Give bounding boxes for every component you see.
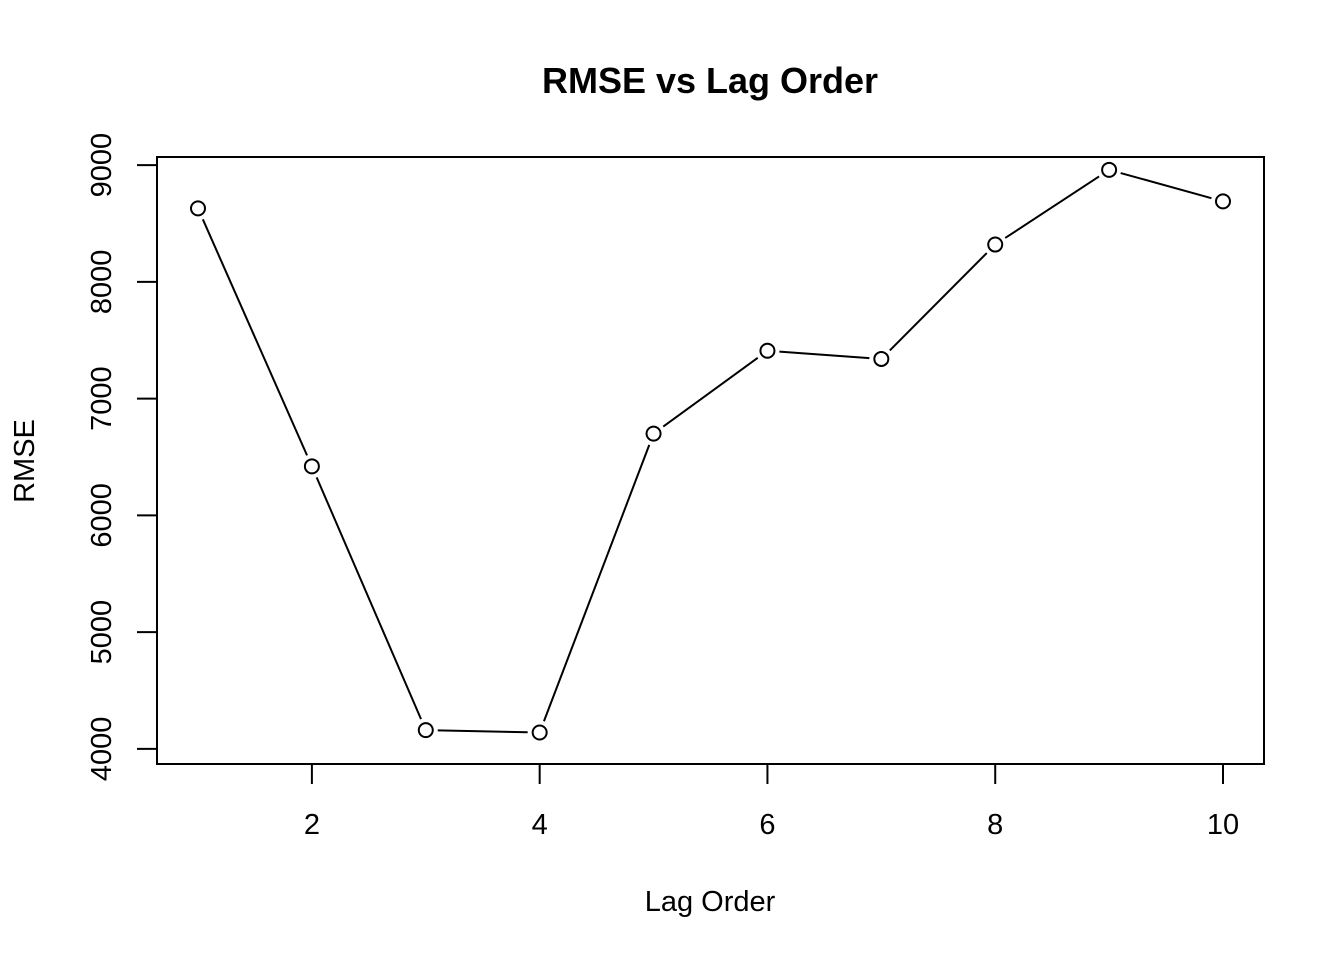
data-point bbox=[873, 350, 890, 367]
series-line-segment bbox=[1004, 175, 1100, 239]
rmse-series bbox=[190, 161, 1231, 741]
data-point bbox=[303, 458, 320, 475]
series-line-segment bbox=[543, 444, 651, 722]
x-tick-label: 10 bbox=[1207, 809, 1239, 841]
chart-title: RMSE vs Lag Order bbox=[542, 60, 878, 101]
data-point bbox=[645, 425, 662, 442]
data-point bbox=[759, 342, 776, 359]
data-point bbox=[1215, 193, 1231, 210]
series-line-segment bbox=[1120, 172, 1212, 200]
x-tick-label: 4 bbox=[532, 809, 548, 841]
data-point bbox=[1101, 161, 1118, 178]
y-tick-label: 6000 bbox=[86, 483, 118, 548]
data-point bbox=[417, 722, 434, 739]
series-line-segment bbox=[437, 729, 528, 734]
series-line-segment bbox=[315, 476, 422, 720]
data-point bbox=[987, 236, 1004, 253]
y-tick-label: 9000 bbox=[86, 133, 118, 198]
series-line-segment bbox=[201, 218, 308, 456]
data-point bbox=[190, 200, 206, 217]
y-axis: 4000 5000 6000 7000 8000 9000 bbox=[86, 133, 157, 781]
y-tick-label: 8000 bbox=[86, 250, 118, 315]
plot-box bbox=[156, 156, 1265, 765]
series-line-segment bbox=[662, 357, 759, 428]
y-tick-label: 5000 bbox=[86, 600, 118, 665]
x-axis-label: Lag Order bbox=[645, 886, 776, 918]
y-tick-label: 4000 bbox=[86, 717, 118, 782]
y-axis-label: RMSE bbox=[9, 419, 41, 503]
x-tick-label: 8 bbox=[987, 809, 1003, 841]
x-tick-label: 6 bbox=[759, 809, 775, 841]
series-line-segment bbox=[779, 350, 870, 360]
x-tick-label: 2 bbox=[304, 809, 320, 841]
x-axis: 2 4 6 8 10 bbox=[304, 764, 1239, 841]
data-point bbox=[531, 724, 548, 741]
y-tick-label: 7000 bbox=[86, 366, 118, 431]
series-line-segment bbox=[889, 252, 988, 352]
